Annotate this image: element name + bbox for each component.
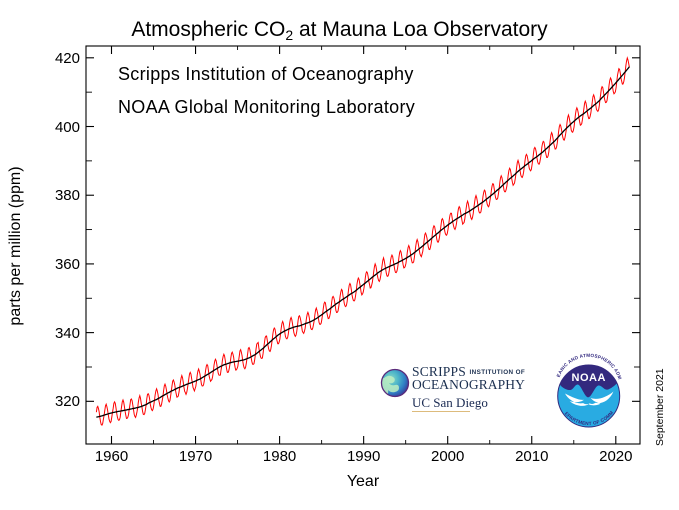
svg-text:NOAA: NOAA <box>572 372 606 384</box>
svg-text:NATIONAL OCEANIC AND ATMOSPHER: NATIONAL OCEANIC AND ATMOSPHERIC ADMINIS… <box>0 0 623 380</box>
